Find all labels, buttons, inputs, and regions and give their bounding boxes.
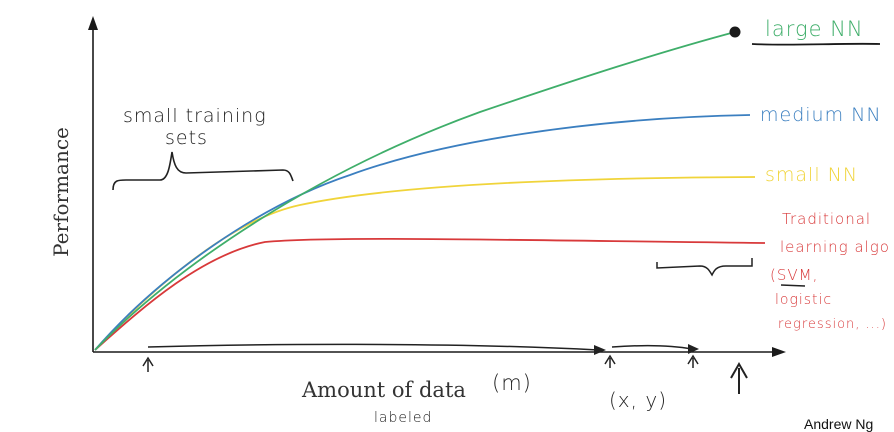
y-axis-label: Performance (49, 127, 73, 257)
x-axis-arrowhead (772, 347, 786, 357)
y-axis-arrowhead (88, 16, 98, 30)
label-traditional-line-1: Traditional (782, 210, 871, 228)
svm-underline (780, 284, 806, 287)
small-training-label-line-1: small training (123, 105, 267, 127)
large-nn-underline (751, 42, 881, 46)
label-traditional-line-3: (SVM, (770, 266, 818, 284)
x-axis-unit-note: (m) (492, 371, 532, 395)
label-large-nn: large NN (765, 17, 864, 41)
label-small-nn: small NN (765, 164, 858, 186)
data-range-arrows (142, 343, 748, 394)
range-line-short (611, 344, 693, 350)
up-arrow-3 (687, 354, 699, 368)
range-line-long-arrowhead (594, 345, 606, 355)
label-traditional-line-2: learning algo (780, 238, 890, 256)
x-axis-sub-note: labeled (374, 410, 432, 426)
label-traditional-line-5: regression, ...) (778, 317, 887, 332)
big-up-arrow (730, 361, 748, 394)
range-line-short-arrowhead (688, 344, 699, 354)
label-medium-nn: medium NN (760, 104, 882, 126)
small-training-brace (112, 151, 294, 191)
small-training-label-line-2: sets (165, 127, 208, 149)
right-brace (656, 258, 753, 277)
series-line-medium-nn (94, 114, 751, 351)
x-axis-label: Amount of data (301, 378, 466, 402)
up-arrow-2 (604, 354, 616, 368)
credit: Andrew Ng (804, 416, 873, 432)
up-arrow-1 (142, 356, 154, 372)
axes (88, 16, 786, 357)
label-traditional: Traditional learning algo (SVM, logistic… (770, 210, 890, 332)
large-nn-endpoint-dot (729, 26, 741, 38)
curves (94, 26, 766, 351)
series-line-traditional (94, 237, 766, 351)
xy-label: (x, y) (609, 388, 667, 412)
range-line-long (147, 343, 599, 351)
series-line-large-nn (94, 31, 736, 351)
label-traditional-line-4: logistic (775, 292, 832, 308)
